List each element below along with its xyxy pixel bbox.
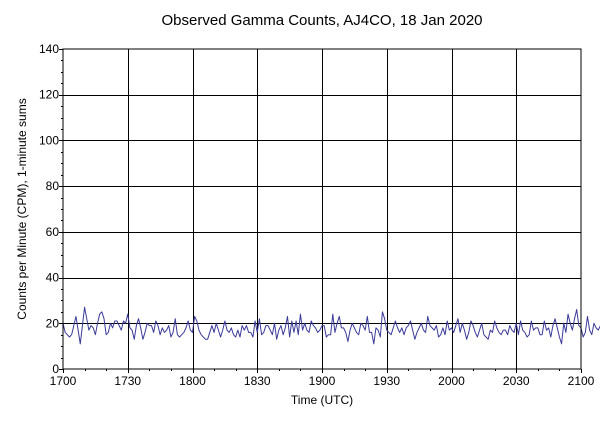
x-tick-label: 1800 [179, 374, 206, 388]
x-axis: 1700 1730 1800 1830 1900 1930 2000 2030 2100 [50, 369, 595, 388]
x-tick-label: 2030 [503, 374, 530, 388]
data-series [62, 306, 600, 345]
y-axis-label: Counts per Minute (CPM), 1-minute sums [15, 98, 29, 319]
x-tick-label: 1730 [114, 374, 141, 388]
y-tick-label: 120 [39, 88, 59, 102]
chart-title: Observed Gamma Counts, AJ4CO, 18 Jan 202… [162, 12, 483, 29]
y-tick-label: 40 [46, 271, 60, 285]
y-tick-label: 20 [46, 316, 60, 330]
y-axis: 0 20 40 60 80 100 120 140 [39, 42, 63, 376]
x-tick-label: 1930 [373, 374, 400, 388]
y-tick-label: 0 [52, 362, 59, 376]
series-line-0 [62, 306, 600, 345]
x-tick-label: 2100 [568, 374, 595, 388]
y-tick-label: 80 [46, 179, 60, 193]
y-tick-label: 60 [46, 225, 60, 239]
y-tick-label: 140 [39, 42, 59, 56]
x-tick-label: 2000 [438, 374, 465, 388]
x-tick-label: 1700 [50, 374, 77, 388]
x-tick-label: 1830 [244, 374, 271, 388]
grid-lines [63, 49, 581, 369]
y-tick-label: 100 [39, 133, 59, 147]
x-tick-label: 1900 [309, 374, 336, 388]
x-axis-label: Time (UTC) [291, 393, 353, 407]
